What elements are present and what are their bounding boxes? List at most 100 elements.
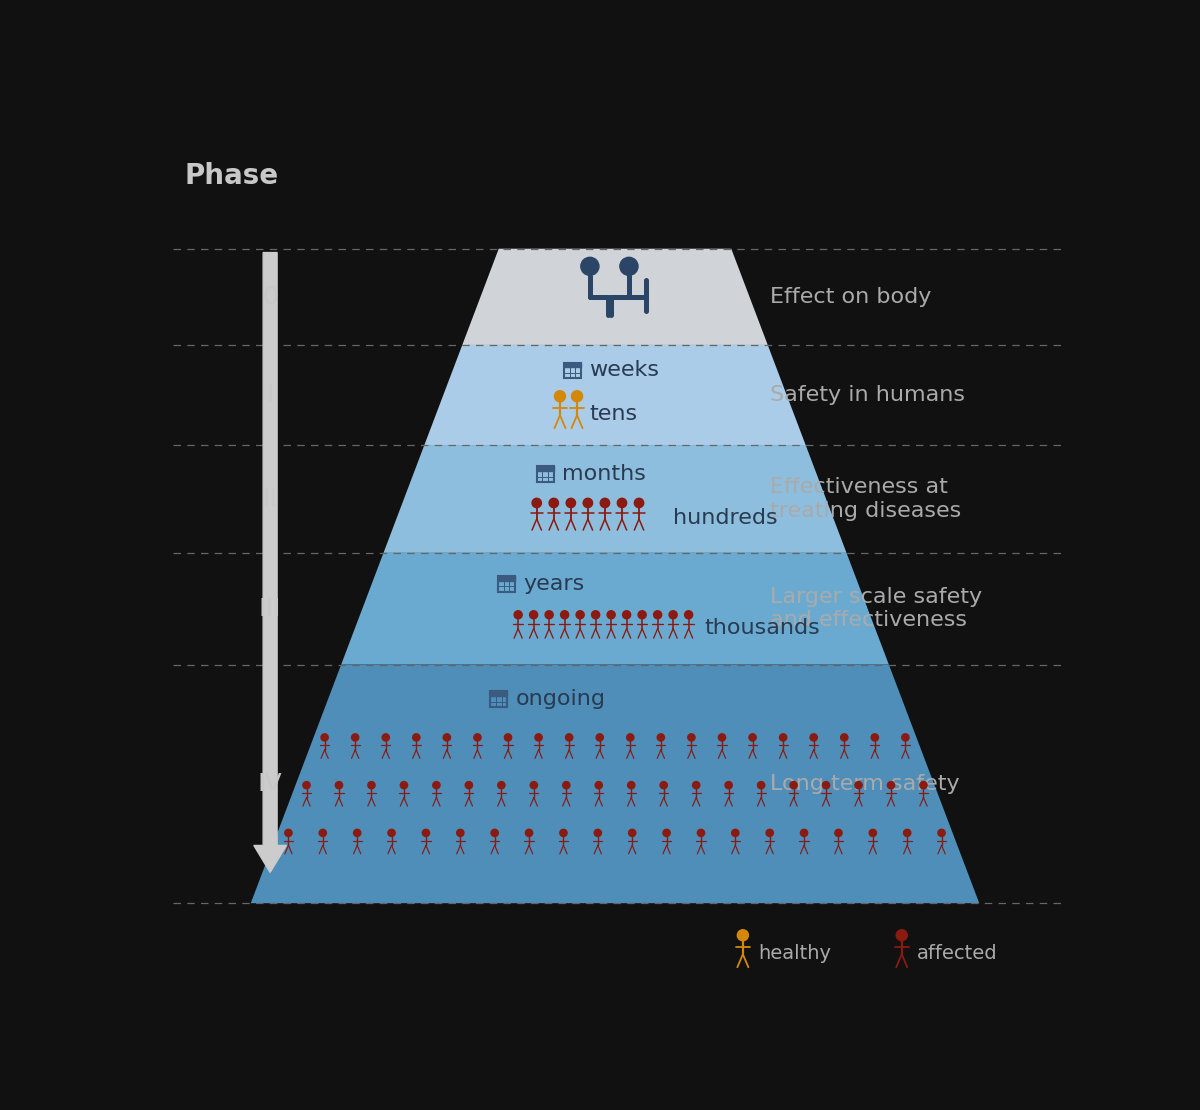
Circle shape: [607, 610, 616, 618]
Circle shape: [757, 781, 764, 789]
Circle shape: [725, 781, 732, 789]
Circle shape: [335, 781, 343, 789]
Text: Effect on body: Effect on body: [770, 286, 931, 306]
Circle shape: [352, 734, 359, 741]
Circle shape: [545, 610, 553, 618]
Circle shape: [697, 829, 704, 837]
Circle shape: [822, 781, 829, 789]
FancyArrow shape: [254, 253, 287, 872]
Circle shape: [382, 734, 389, 741]
Circle shape: [319, 829, 326, 837]
Text: months: months: [563, 464, 646, 484]
Text: Larger scale safety
and effectiveness: Larger scale safety and effectiveness: [770, 587, 982, 630]
Polygon shape: [462, 249, 768, 345]
Circle shape: [530, 781, 538, 789]
Text: thousands: thousands: [704, 618, 820, 638]
Circle shape: [443, 734, 450, 741]
Bar: [536, 466, 553, 471]
Circle shape: [474, 734, 481, 741]
Text: I: I: [266, 383, 274, 407]
Circle shape: [401, 781, 408, 789]
Text: III: III: [259, 597, 281, 620]
Circle shape: [749, 734, 756, 741]
Circle shape: [660, 781, 667, 789]
Circle shape: [887, 781, 895, 789]
Circle shape: [498, 781, 505, 789]
Circle shape: [810, 734, 817, 741]
Circle shape: [535, 734, 542, 741]
Circle shape: [629, 829, 636, 837]
Text: affected: affected: [917, 944, 998, 962]
Circle shape: [654, 610, 661, 618]
Circle shape: [566, 498, 576, 507]
Circle shape: [780, 734, 787, 741]
Circle shape: [595, 781, 602, 789]
Circle shape: [854, 781, 862, 789]
Circle shape: [532, 498, 541, 507]
Text: healthy: healthy: [758, 944, 832, 962]
Circle shape: [901, 734, 910, 741]
Bar: [491, 692, 508, 696]
Circle shape: [457, 829, 464, 837]
Circle shape: [938, 829, 946, 837]
Circle shape: [529, 610, 538, 618]
Text: 0: 0: [262, 285, 278, 309]
Circle shape: [596, 734, 604, 741]
Bar: [498, 576, 515, 581]
Text: Phase: Phase: [185, 162, 278, 190]
Circle shape: [626, 734, 634, 741]
Circle shape: [368, 781, 376, 789]
Circle shape: [737, 930, 749, 941]
Circle shape: [466, 781, 473, 789]
Circle shape: [869, 829, 876, 837]
Circle shape: [920, 781, 928, 789]
Circle shape: [560, 829, 568, 837]
Circle shape: [571, 391, 582, 402]
Circle shape: [732, 829, 739, 837]
Text: years: years: [523, 574, 584, 594]
Circle shape: [841, 734, 848, 741]
Circle shape: [670, 610, 677, 618]
Text: Long term safety: Long term safety: [770, 774, 960, 794]
Circle shape: [635, 498, 643, 507]
Polygon shape: [425, 345, 805, 445]
Circle shape: [514, 610, 522, 618]
Circle shape: [388, 829, 395, 837]
Bar: [536, 466, 553, 482]
Circle shape: [620, 258, 638, 275]
Circle shape: [896, 930, 907, 941]
Circle shape: [565, 734, 572, 741]
Circle shape: [594, 829, 601, 837]
Circle shape: [504, 734, 511, 741]
Circle shape: [623, 610, 631, 618]
Circle shape: [688, 734, 695, 741]
Circle shape: [560, 610, 569, 618]
Bar: [564, 363, 581, 367]
Text: ongoing: ongoing: [516, 689, 606, 709]
Text: Effectiveness at
treating diseases: Effectiveness at treating diseases: [770, 477, 961, 521]
Circle shape: [600, 498, 610, 507]
Bar: [491, 692, 508, 707]
Circle shape: [592, 610, 600, 618]
Circle shape: [433, 781, 440, 789]
Circle shape: [766, 829, 773, 837]
Circle shape: [719, 734, 726, 741]
Text: hundreds: hundreds: [673, 508, 778, 528]
Circle shape: [526, 829, 533, 837]
Circle shape: [284, 829, 292, 837]
Circle shape: [658, 734, 665, 741]
Circle shape: [354, 829, 361, 837]
Circle shape: [692, 781, 700, 789]
Circle shape: [550, 498, 558, 507]
Circle shape: [871, 734, 878, 741]
Circle shape: [790, 781, 797, 789]
Circle shape: [617, 498, 626, 507]
Circle shape: [662, 829, 670, 837]
Circle shape: [413, 734, 420, 741]
Circle shape: [563, 781, 570, 789]
Circle shape: [628, 781, 635, 789]
Polygon shape: [341, 553, 889, 665]
Circle shape: [422, 829, 430, 837]
Circle shape: [302, 781, 310, 789]
Circle shape: [904, 829, 911, 837]
